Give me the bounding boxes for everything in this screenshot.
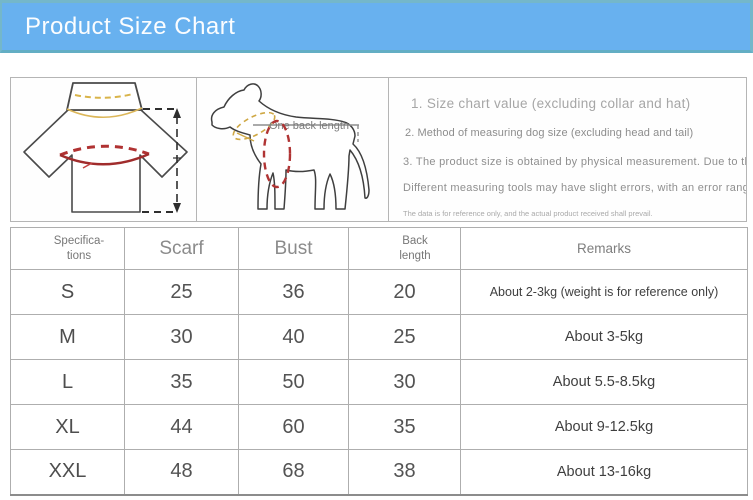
diagram-notes-row: One back length 1. Size chart value (exc… <box>10 77 747 222</box>
note-3: 3. The product size is obtained by physi… <box>403 156 746 168</box>
back-cell: 30 <box>348 359 461 405</box>
bust-cell: 60 <box>238 404 349 450</box>
scarf-cell: 30 <box>124 314 239 360</box>
dog-bust-mark <box>262 119 292 189</box>
table-row: S 25 36 20 About 2-3kg (weight is for re… <box>10 269 748 315</box>
remarks-cell: About 5.5-8.5kg <box>460 359 748 405</box>
bust-cell: 40 <box>238 314 349 360</box>
tshirt-measurement-illustration <box>23 82 188 213</box>
size-cell: XL <box>10 404 125 450</box>
scarf-cell: 44 <box>124 404 239 450</box>
col-scarf: Scarf <box>124 227 239 270</box>
remarks-cell: About 3-5kg <box>460 314 748 360</box>
scarf-cell: 35 <box>124 359 239 405</box>
scarf-cell: 48 <box>124 449 239 495</box>
back-cell: 25 <box>348 314 461 360</box>
note-5: The data is for reference only, and the … <box>403 209 653 218</box>
remarks-cell: About 13-16kg <box>460 449 748 495</box>
note-2: 2. Method of measuring dog size (excludi… <box>405 127 694 139</box>
bust-cell: 50 <box>238 359 349 405</box>
page-title: Product Size Chart <box>25 12 236 40</box>
col-bust: Bust <box>238 227 349 270</box>
col-specifications: Specifica- tions <box>10 227 125 270</box>
remarks-cell: About 2-3kg (weight is for reference onl… <box>460 269 748 315</box>
size-cell: L <box>10 359 125 405</box>
bust-cell: 68 <box>238 449 349 495</box>
back-cell: 35 <box>348 404 461 450</box>
table-row: L 35 50 30 About 5.5-8.5kg <box>10 359 748 405</box>
back-cell: 38 <box>348 449 461 495</box>
back-length-label: One back length <box>269 120 349 132</box>
table-row: M 30 40 25 About 3-5kg <box>10 314 748 360</box>
notes-panel: 1. Size chart value (excluding collar an… <box>388 77 747 222</box>
bust-ellipse-mark <box>59 152 150 166</box>
bust-dashed-mark <box>59 144 150 157</box>
scarf-cell: 25 <box>124 269 239 315</box>
dog-measurement-illustration: One back length <box>210 83 370 210</box>
title-bar: Product Size Chart <box>0 0 753 53</box>
col-remarks: Remarks <box>460 227 748 270</box>
bust-cell: 36 <box>238 269 349 315</box>
size-cell: M <box>10 314 125 360</box>
col-back-length: Back length <box>348 227 461 270</box>
size-chart-table: Specifica- tions Scarf Bust Back length … <box>10 227 748 496</box>
scarf-ellipse-mark <box>66 107 143 118</box>
remarks-cell: About 9-12.5kg <box>460 404 748 450</box>
garment-diagram-panel <box>10 77 197 222</box>
table-row: XL 44 60 35 About 9-12.5kg <box>10 404 748 450</box>
back-cell: 20 <box>348 269 461 315</box>
scarf-dashed-mark <box>74 93 134 99</box>
note-1: 1. Size chart value (excluding collar an… <box>411 96 691 111</box>
size-cell: XXL <box>10 449 125 495</box>
table-header-row: Specifica- tions Scarf Bust Back length … <box>10 227 748 270</box>
dog-scarf-mark <box>232 111 276 141</box>
table-row: XXL 48 68 38 About 13-16kg <box>10 449 748 495</box>
note-4: Different measuring tools may have sligh… <box>403 182 746 194</box>
dog-diagram-panel: One back length <box>196 77 389 222</box>
size-cell: S <box>10 269 125 315</box>
